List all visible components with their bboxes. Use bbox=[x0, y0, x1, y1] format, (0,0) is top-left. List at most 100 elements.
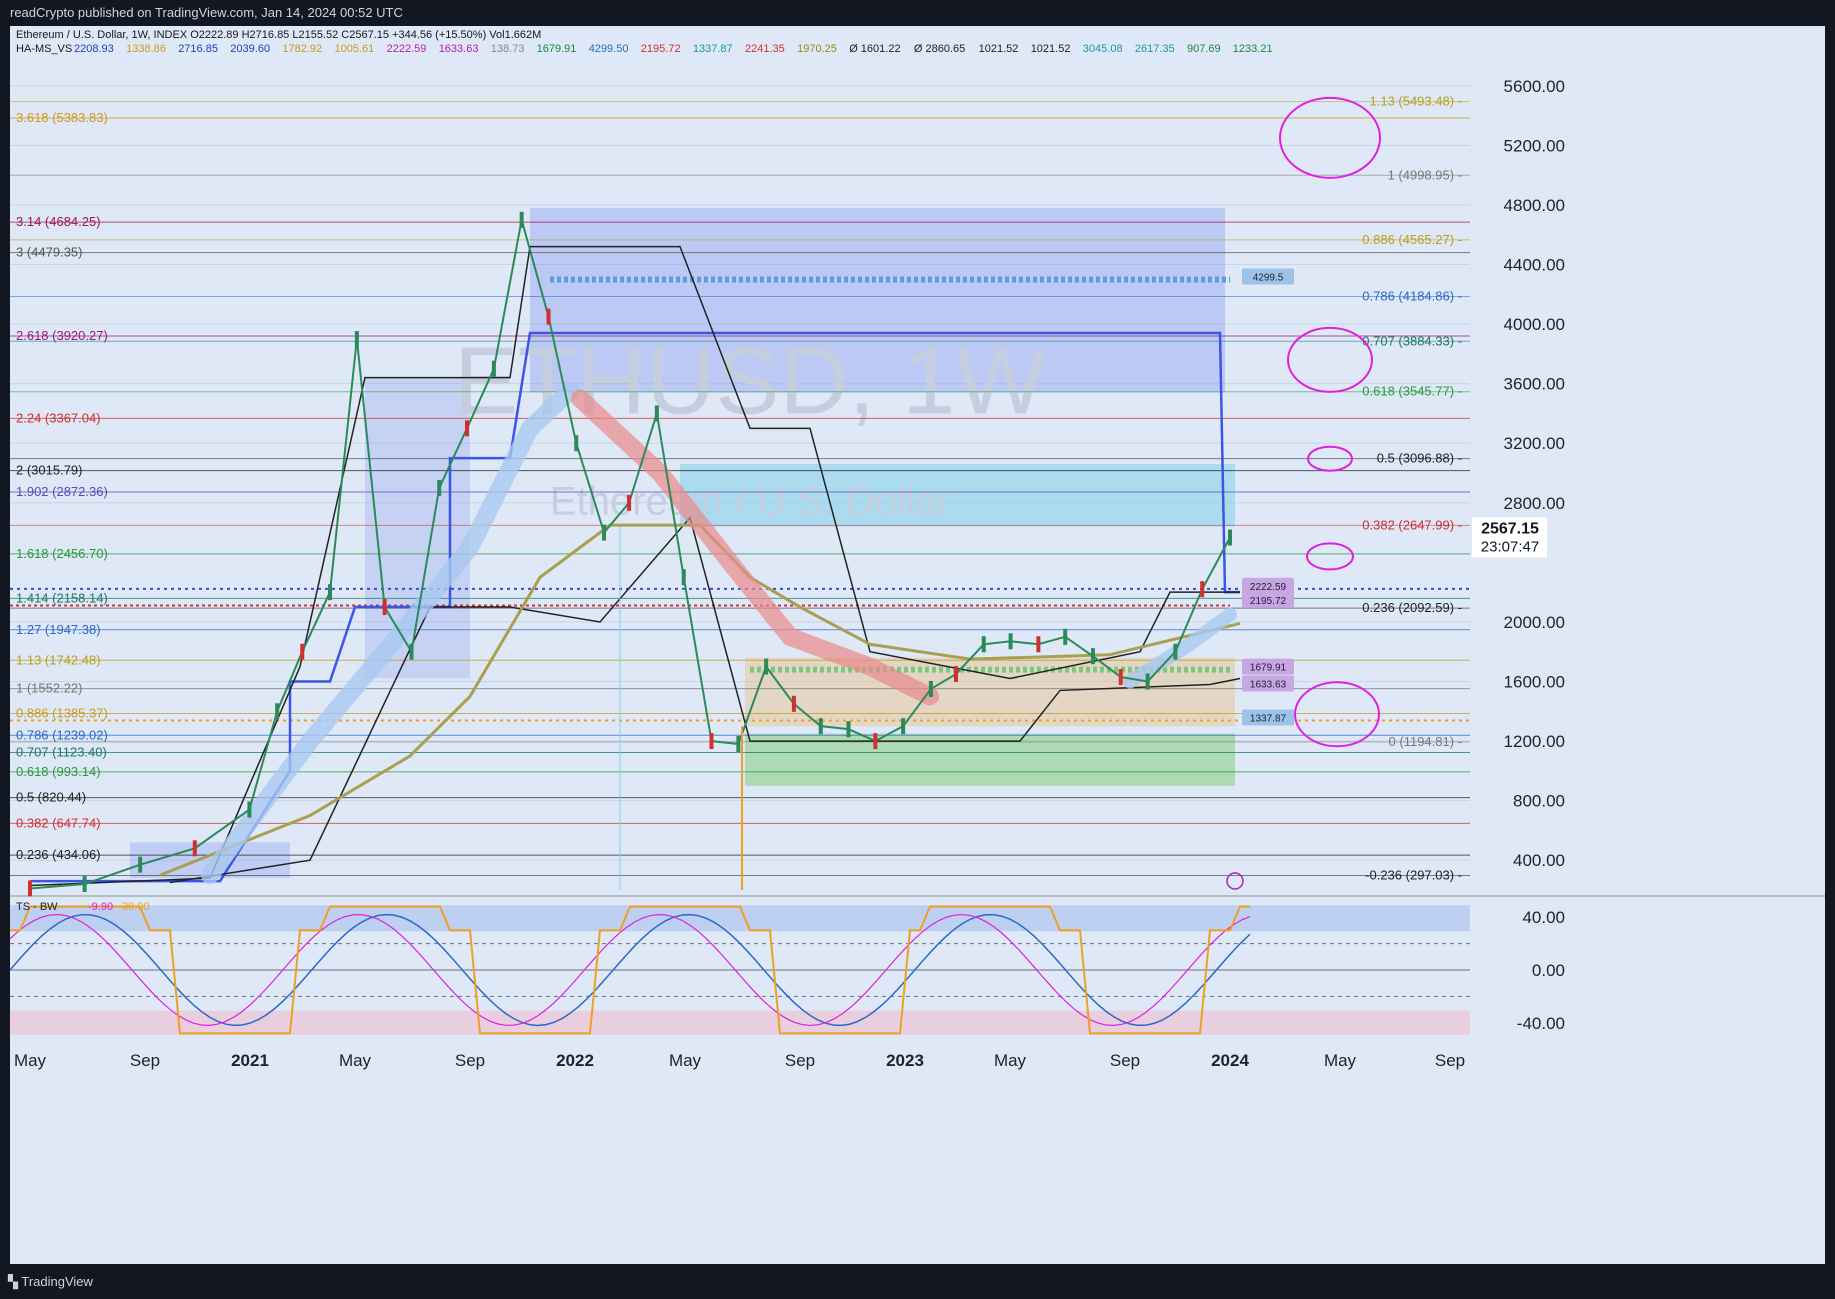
legend-indicator-value: 1021.52 bbox=[1031, 43, 1071, 55]
time-axis-tick: Sep bbox=[130, 1051, 160, 1070]
fib-level-label: 0.786 (1239.02) bbox=[16, 727, 108, 742]
time-axis-tick: Sep bbox=[1110, 1051, 1140, 1070]
time-axis-tick: Sep bbox=[785, 1051, 815, 1070]
price-candle bbox=[764, 658, 769, 675]
fib-target-label: -0.236 (297.03) - bbox=[1365, 868, 1462, 883]
target-circle bbox=[1279, 96, 1381, 179]
price-candle bbox=[1200, 581, 1205, 598]
legend-indicator-value: 2716.85 bbox=[178, 43, 218, 55]
fib-target-label: 1.13 (5493.48) - bbox=[1369, 94, 1462, 109]
price-candle bbox=[437, 479, 442, 496]
price-candle bbox=[873, 733, 878, 750]
price-marker-label: 1337.87 bbox=[1250, 714, 1287, 725]
fib-level-label: 0.5 (820.44) bbox=[16, 790, 86, 805]
chart-area[interactable]: ETHUSD, 1W Ethereum / U.S. Dollar 3.618 (5… bbox=[9, 26, 1825, 1264]
chart-background bbox=[10, 26, 1825, 1264]
price-axis-tick: 4400.00 bbox=[1504, 256, 1565, 275]
brand-bar: ▚ TradingView bbox=[0, 1264, 1835, 1299]
fib-target-label: 1 (4998.95) - bbox=[1388, 167, 1462, 182]
fib-level-label: 0.382 (647.74) bbox=[16, 815, 101, 830]
legend-indicator-value: Ø 1601.22 bbox=[849, 43, 900, 55]
legend-indicator-value: 1021.52 bbox=[979, 43, 1019, 55]
price-candle bbox=[491, 360, 496, 377]
legend-indicator-value: 1782.92 bbox=[282, 43, 322, 55]
bar-countdown: 23:07:47 bbox=[1481, 538, 1539, 555]
price-candle bbox=[28, 880, 32, 897]
fib-target-label: 0.5 (3096.88) - bbox=[1377, 451, 1462, 466]
osc-axis-tick: 40.00 bbox=[1522, 908, 1565, 927]
price-candle bbox=[1228, 529, 1232, 546]
tradingview-logo-icon[interactable]: ▚ bbox=[8, 1274, 18, 1289]
legend-indicator-value: 4299.50 bbox=[589, 43, 629, 55]
price-axis-tick: 400.00 bbox=[1513, 851, 1565, 870]
legend-indicator-value: 1233.21 bbox=[1233, 43, 1273, 55]
target-circle bbox=[1294, 681, 1380, 748]
price-candle bbox=[1118, 669, 1123, 686]
price-candle bbox=[465, 420, 470, 437]
time-axis-tick: May bbox=[669, 1051, 702, 1070]
legend-indicator-value: 138.73 bbox=[491, 43, 525, 55]
legend-indicator-name: HA-MS_VS bbox=[16, 43, 72, 55]
brand-text[interactable]: TradingView bbox=[21, 1274, 93, 1289]
current-price-box bbox=[1472, 517, 1547, 558]
fib-level-label: 3 (4479.35) bbox=[16, 245, 83, 260]
fib-target-label: 0.382 (2647.99) - bbox=[1362, 517, 1462, 532]
osc-line-blue bbox=[9, 913, 1251, 1027]
price-marker bbox=[1242, 675, 1294, 692]
osc-axis-tick: 0.00 bbox=[1532, 961, 1565, 980]
legend-indicator-value: 2208.93 bbox=[74, 43, 114, 55]
lightning-icon bbox=[1226, 872, 1244, 890]
price-candle bbox=[736, 736, 741, 753]
price-candle bbox=[382, 599, 387, 616]
price-axis-tick: 800.00 bbox=[1513, 792, 1565, 811]
fib-level-label: 3.14 (4684.25) bbox=[16, 214, 101, 229]
price-candle bbox=[300, 643, 305, 660]
fib-level-label: 2.618 (3920.27) bbox=[16, 328, 108, 343]
price-marker bbox=[1242, 658, 1294, 675]
price-candle bbox=[247, 801, 252, 818]
fib-target-label: 0 (1194.81) - bbox=[1389, 734, 1462, 749]
price-candle bbox=[354, 330, 359, 347]
osc-name: TS - BW bbox=[16, 901, 58, 913]
legend-indicator-value: 1679.91 bbox=[537, 43, 577, 55]
fib-level-label: 1.13 (1742.48) bbox=[16, 652, 101, 667]
price-marker bbox=[1242, 591, 1294, 608]
price-marker-label: 1633.63 bbox=[1250, 679, 1287, 690]
fib-level-label: 3.618 (5383.83) bbox=[16, 110, 108, 125]
legend-indicator-value: 1633.63 bbox=[439, 43, 479, 55]
legend-line-1: Ethereum / U.S. Dollar, 1W, INDEX O2222.… bbox=[16, 29, 541, 41]
osc-line-orange bbox=[10, 905, 1250, 1035]
osc-line-magenta bbox=[9, 913, 1251, 1027]
moving-average-band-blue bbox=[201, 382, 579, 885]
target-circle bbox=[1306, 542, 1354, 571]
legend-indicator-value: 1337.87 bbox=[693, 43, 733, 55]
legend-indicator-value: 1338.86 bbox=[126, 43, 166, 55]
price-candle bbox=[928, 680, 933, 697]
fib-target-label: 0.886 (4565.27) - bbox=[1362, 232, 1462, 247]
time-axis-tick: 2023 bbox=[886, 1051, 924, 1070]
legend-indicator-value: 2617.35 bbox=[1135, 43, 1175, 55]
price-candle bbox=[901, 718, 906, 735]
price-candle bbox=[1145, 673, 1150, 690]
price-marker bbox=[1242, 268, 1294, 285]
price-candle bbox=[546, 308, 551, 325]
legend-indicator-value: Ø 2860.65 bbox=[914, 43, 965, 55]
legend-indicator-value: 2039.60 bbox=[230, 43, 270, 55]
consolidation-zone bbox=[365, 377, 470, 679]
osc-oversold-band bbox=[10, 1010, 1470, 1035]
fib-level-label: 0.236 (434.06) bbox=[16, 847, 101, 862]
fib-level-label: 1.618 (2456.70) bbox=[16, 546, 108, 561]
fib-level-label: 2 (3015.79) bbox=[16, 463, 83, 478]
price-marker-label: 2222.59 bbox=[1250, 582, 1287, 593]
price-candle bbox=[627, 494, 632, 511]
time-axis-tick: May bbox=[14, 1051, 47, 1070]
price-candle bbox=[328, 584, 332, 601]
price-axis-tick: 2800.00 bbox=[1504, 494, 1565, 513]
price-marker-label: 4299.5 bbox=[1253, 272, 1284, 283]
moving-average-band-blue-recent bbox=[1123, 607, 1237, 689]
price-candle bbox=[602, 524, 607, 541]
watermark-name: Ethereum / U.S. Dollar bbox=[550, 480, 950, 524]
fib-level-label: 1 (1552.22) bbox=[16, 681, 83, 696]
price-candle bbox=[574, 435, 579, 452]
